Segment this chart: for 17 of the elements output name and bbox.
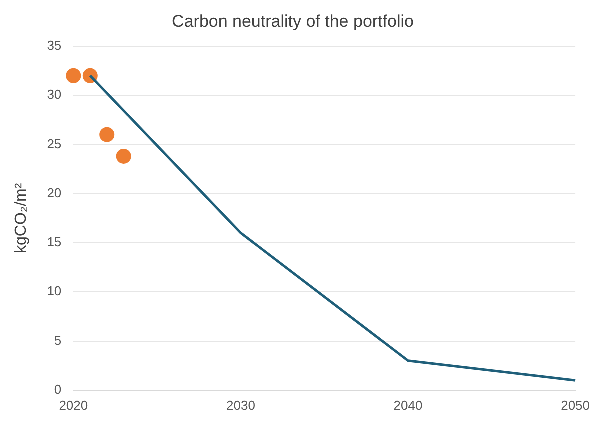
x-tick-label: 2020 [59, 398, 88, 413]
x-tick-label: 2050 [561, 398, 590, 413]
y-tick-label: 10 [47, 284, 62, 299]
x-tick-label: 2040 [394, 398, 423, 413]
y-tick-label: 30 [47, 87, 62, 102]
chart-title: Carbon neutrality of the portfolio [172, 12, 414, 31]
y-tick-label: 5 [54, 332, 62, 348]
y-axis-title: kgCO₂/m² [13, 182, 30, 254]
y-tick-label: 25 [47, 136, 62, 152]
y-tick-label: 35 [47, 38, 62, 53]
y-tick-label: 0 [54, 382, 62, 397]
y-tick-label: 20 [47, 185, 62, 200]
point [66, 68, 82, 84]
x-tick-label: 2030 [226, 398, 256, 413]
point [116, 148, 132, 164]
point [100, 127, 115, 142]
y-tick-label: 15 [47, 234, 62, 250]
